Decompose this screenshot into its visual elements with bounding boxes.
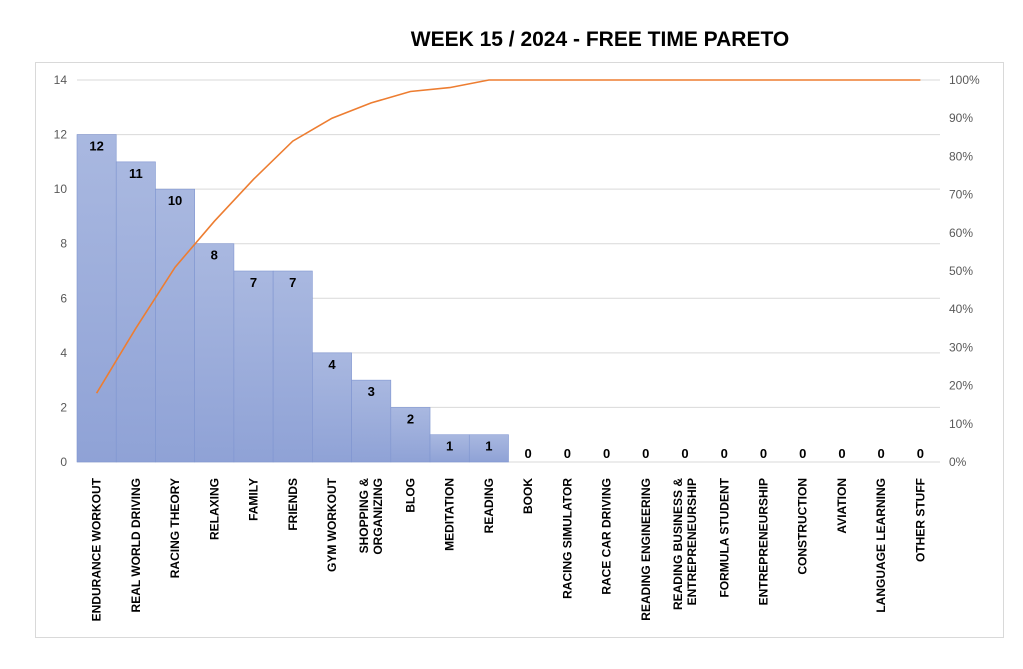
- y-tick-label: 4: [60, 346, 67, 360]
- x-tick-label: REAL WORLD DRIVING: [129, 478, 143, 612]
- bar-series: [76, 134, 509, 463]
- x-tick-label: SHOPPING &: [357, 478, 371, 554]
- axes: 024681012140%10%20%30%40%50%60%70%80%90%…: [54, 73, 980, 621]
- y2-tick-label: 40%: [949, 302, 973, 316]
- x-tick-label: ENTREPRENEURSHIP: [685, 478, 699, 605]
- chart-title: WEEK 15 / 2024 - FREE TIME PARETO: [410, 28, 790, 51]
- data-label: 3: [368, 384, 375, 399]
- y2-tick-label: 20%: [949, 379, 973, 393]
- y2-tick-label: 60%: [949, 226, 973, 240]
- data-label: 0: [760, 446, 767, 461]
- data-label: 7: [289, 275, 296, 290]
- bar: [272, 270, 313, 463]
- x-tick-label: LANGUAGE LEARNING: [874, 478, 888, 613]
- y2-tick-label: 90%: [949, 111, 973, 125]
- data-label: 0: [878, 446, 885, 461]
- bar: [312, 352, 352, 463]
- data-label: 0: [524, 446, 531, 461]
- y2-tick-label: 0%: [949, 455, 967, 469]
- data-label: 0: [799, 446, 806, 461]
- data-label: 0: [642, 446, 649, 461]
- x-tick-label: CONSTRUCTION: [796, 478, 810, 575]
- data-label: 2: [407, 411, 414, 426]
- y2-tick-label: 70%: [949, 188, 973, 202]
- y-tick-label: 8: [60, 237, 67, 251]
- y-tick-label: 6: [60, 291, 67, 305]
- y-tick-label: 10: [54, 182, 68, 196]
- x-tick-label: RELAXING: [207, 478, 221, 540]
- data-label: 0: [917, 446, 924, 461]
- data-label: 0: [681, 446, 688, 461]
- x-tick-label: ORGANIZING: [371, 478, 385, 555]
- data-label: 0: [838, 446, 845, 461]
- bar: [155, 188, 195, 463]
- x-tick-label: READING ENGINEERING: [639, 478, 653, 621]
- y-tick-label: 14: [54, 73, 68, 87]
- chart-frame: [35, 62, 1004, 638]
- bar: [468, 434, 509, 463]
- bar: [194, 243, 235, 463]
- data-label: 0: [564, 446, 571, 461]
- bar: [233, 270, 274, 463]
- bar: [115, 161, 156, 463]
- y-tick-label: 2: [60, 400, 67, 414]
- x-tick-label: FRIENDS: [286, 478, 300, 531]
- x-tick-label: BOOK: [521, 478, 535, 514]
- x-tick-label: READING: [482, 478, 496, 533]
- y-tick-label: 0: [60, 455, 67, 469]
- x-tick-label: RACING SIMULATOR: [560, 478, 574, 599]
- data-label: 8: [211, 248, 218, 263]
- cumulative-line: [95, 79, 921, 394]
- cumulative-line-series: [95, 79, 921, 394]
- y2-tick-label: 80%: [949, 149, 973, 163]
- bar: [76, 134, 117, 463]
- x-tick-label: RACING THEORY: [168, 478, 182, 578]
- x-tick-label: ENTREPRENEURSHIP: [757, 478, 771, 605]
- x-tick-label: READING BUSINESS &: [671, 478, 685, 610]
- x-tick-label: OTHER STUFF: [913, 478, 927, 562]
- x-tick-label: AVIATION: [835, 478, 849, 534]
- data-label: 1: [446, 439, 453, 454]
- y-tick-label: 12: [54, 128, 68, 142]
- data-label: 12: [89, 139, 103, 154]
- data-label: 7: [250, 275, 257, 290]
- bar: [429, 434, 470, 463]
- data-label: 4: [328, 357, 336, 372]
- y2-tick-label: 10%: [949, 417, 973, 431]
- x-tick-label: ENDURANCE WORKOUT: [90, 477, 104, 621]
- y2-tick-label: 100%: [949, 73, 980, 87]
- data-label: 10: [168, 193, 182, 208]
- data-label: 0: [721, 446, 728, 461]
- x-tick-label: GYM WORKOUT: [325, 477, 339, 572]
- data-label: 1: [485, 439, 492, 454]
- data-label: 11: [129, 166, 143, 181]
- x-tick-label: BLOG: [403, 478, 417, 513]
- bar: [390, 407, 431, 463]
- x-tick-label: FAMILY: [247, 478, 261, 521]
- y2-tick-label: 30%: [949, 340, 973, 354]
- data-label: 0: [603, 446, 610, 461]
- y2-tick-label: 50%: [949, 264, 973, 278]
- x-tick-label: FORMULA STUDENT: [717, 477, 731, 597]
- x-tick-label: MEDITATION: [443, 478, 457, 551]
- x-tick-label: RACE CAR DRIVING: [600, 478, 614, 595]
